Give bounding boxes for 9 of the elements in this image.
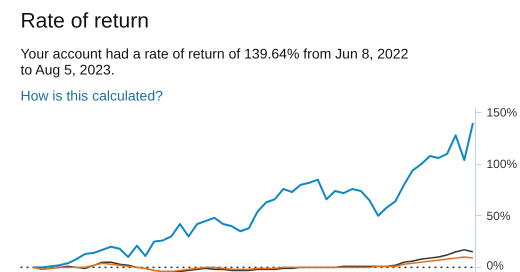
y-tick-label: 100% [486,157,518,172]
y-tick-label: 150% [486,106,518,120]
line-series [32,122,474,268]
y-tick-label: 0% [486,258,504,272]
y-tick-label: 50% [486,208,511,223]
text: How is this calculated? [20,88,164,104]
chart-title: Rate of return [20,10,149,32]
chart-subtitle: Your account had a rate of return of 139.64% from Jun 8, 2022 to Aug 5, 2023. [20,46,409,78]
line-series [32,256,474,272]
